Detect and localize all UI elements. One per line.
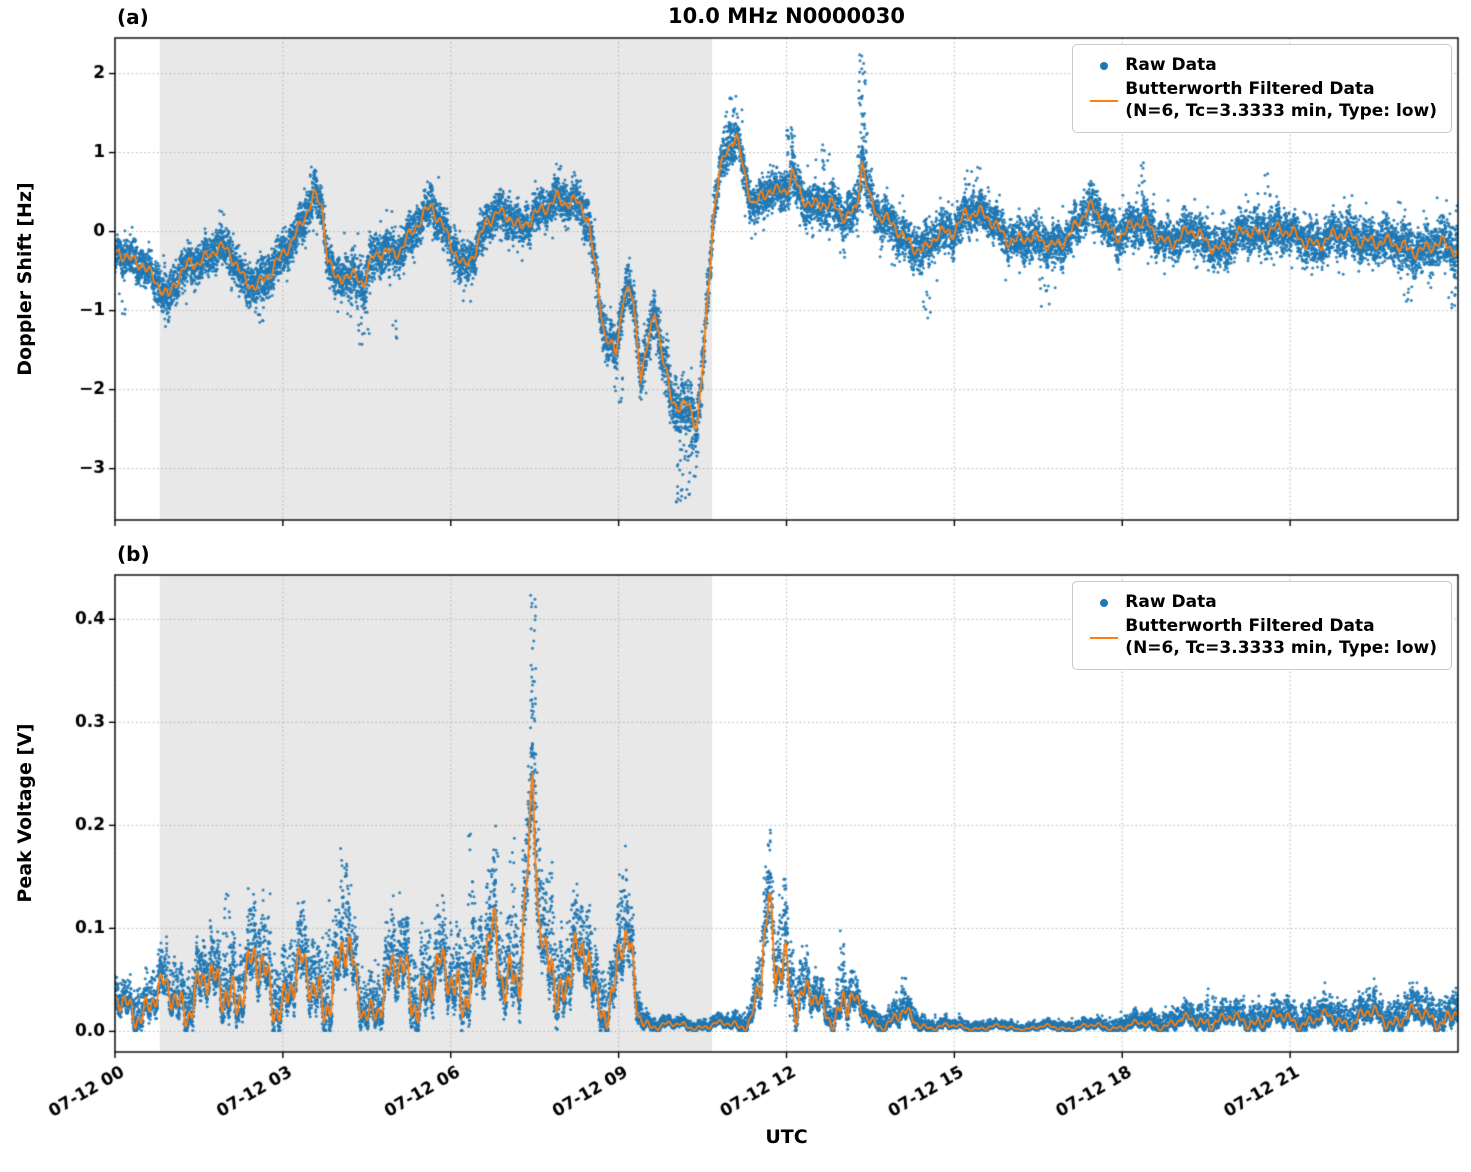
legend-raw-data-entry: Raw Data <box>1083 55 1437 77</box>
legend-raw-data-entry: Raw Data <box>1083 592 1437 614</box>
legend-raw-data-label: Raw Data <box>1125 55 1217 75</box>
panel-a-y-axis-label: Doppler Shift [Hz] <box>14 182 36 376</box>
filtered-line-marker-icon <box>1090 636 1119 639</box>
legend-filtered-label-line1: Butterworth Filtered Data <box>1125 615 1375 636</box>
raw-data-marker-icon <box>1100 598 1109 607</box>
legend-filtered-label-line2: (N=6, Tc=3.3333 min, Type: low) <box>1125 637 1437 658</box>
panel-b-label: (b) <box>117 542 150 566</box>
legend-filtered-data-entry: Butterworth Filtered Data (N=6, Tc=3.333… <box>1083 79 1437 123</box>
legend-raw-data-label: Raw Data <box>1125 592 1217 612</box>
raw-data-marker-icon <box>1100 61 1109 70</box>
panel-a-legend: Raw Data Butterworth Filtered Data (N=6,… <box>1072 44 1452 134</box>
panel-a-label: (a) <box>117 5 149 29</box>
legend-filtered-label-line1: Butterworth Filtered Data <box>1125 78 1375 99</box>
x-axis-label: UTC <box>765 1126 808 1148</box>
figure-title: 10.0 MHz N0000030 <box>668 4 905 28</box>
filtered-line-marker-icon <box>1090 99 1119 102</box>
legend-filtered-label-line2: (N=6, Tc=3.3333 min, Type: low) <box>1125 100 1437 121</box>
panel-b-y-axis-label: Peak Voltage [V] <box>14 723 36 903</box>
panel-b-legend: Raw Data Butterworth Filtered Data (N=6,… <box>1072 581 1452 671</box>
legend-filtered-data-entry: Butterworth Filtered Data (N=6, Tc=3.333… <box>1083 616 1437 660</box>
